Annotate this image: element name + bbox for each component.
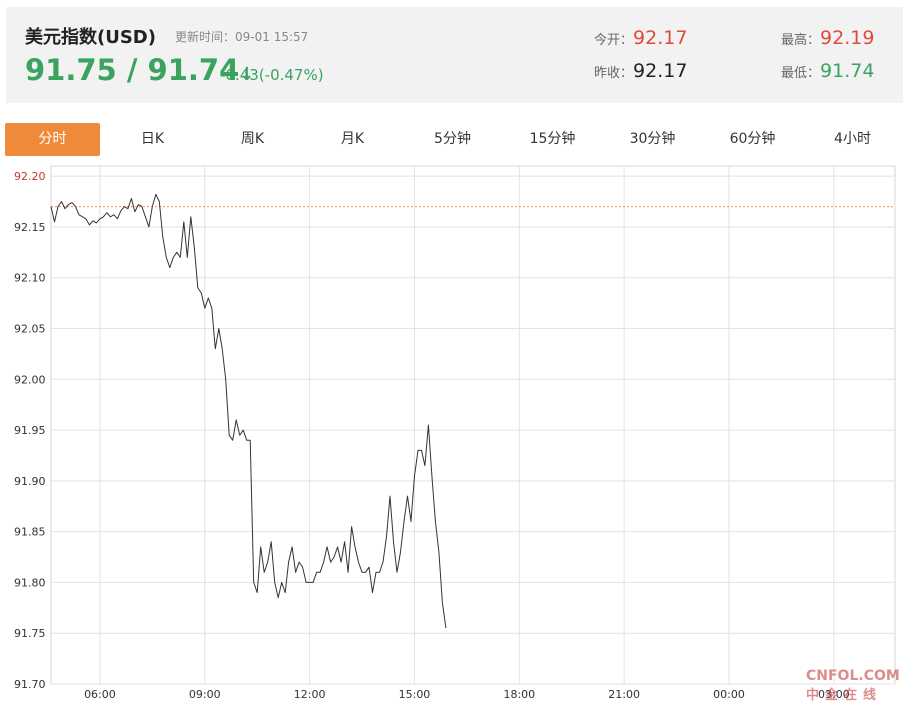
tab-intraday[interactable]: 分时 xyxy=(5,123,100,156)
cnfol-logo: CNFOL.COM 中金在线 xyxy=(806,668,900,703)
open-value: 92.17 xyxy=(633,27,688,49)
current-price: 91.75 / 91.74↓ xyxy=(25,53,254,87)
down-arrow-icon: ↓ xyxy=(239,64,255,85)
quote-header: 美元指数(USD) 更新时间：09-01 15:57 91.75 / 91.74… xyxy=(6,7,903,103)
update-time-value: 09-01 15:57 xyxy=(235,30,309,44)
x-tick-label: 21:00 xyxy=(608,688,640,701)
y-tick-label: 92.00 xyxy=(14,373,46,386)
x-tick-label: 03:00 xyxy=(818,688,850,701)
prev-close-value: 92.17 xyxy=(633,60,688,82)
y-tick-label: 91.95 xyxy=(14,424,46,437)
price-change: -0.43(-0.47%) xyxy=(220,66,324,84)
tab-60min[interactable]: 60分钟 xyxy=(729,131,776,147)
y-tick-label: 91.75 xyxy=(14,627,46,640)
high-label: 最高： xyxy=(781,33,821,48)
x-tick-label: 09:00 xyxy=(189,688,221,701)
tab-30min[interactable]: 30分钟 xyxy=(629,131,676,147)
intraday-line-chart: 92.20 92.15 92.10 92.05 92.00 91.95 91.90 91.85… xyxy=(14,165,896,701)
y-tick-label: 92.10 xyxy=(14,272,46,285)
watermark-brand: CNFOL.COM xyxy=(806,668,900,684)
low-label: 最低： xyxy=(781,66,821,81)
x-tick-label: 06:00 xyxy=(84,688,116,701)
open-stat: 今开：92.17 xyxy=(594,27,687,49)
price-value: 91.75 / 91.74 xyxy=(25,53,240,87)
low-stat: 最低：91.74 xyxy=(781,60,874,82)
open-label: 今开： xyxy=(594,33,634,48)
y-tick-label: 92.05 xyxy=(14,323,46,336)
tab-daily-k[interactable]: 日K xyxy=(140,131,165,147)
update-time-label: 更新时间： xyxy=(175,30,236,44)
y-tick-label: 92.15 xyxy=(14,221,46,234)
prev-close-label: 昨收： xyxy=(594,66,634,81)
x-tick-label: 15:00 xyxy=(399,688,431,701)
high-stat: 最高：92.19 xyxy=(781,27,874,49)
x-tick-label: 18:00 xyxy=(503,688,535,701)
x-tick-label: 12:00 xyxy=(294,688,326,701)
y-tick-label: 92.20 xyxy=(14,170,46,183)
update-time: 更新时间：09-01 15:57 xyxy=(175,28,308,45)
low-value: 91.74 xyxy=(820,60,875,82)
y-tick-label: 91.85 xyxy=(14,526,46,539)
instrument-title: 美元指数(USD) xyxy=(25,27,156,48)
period-tabs: 分时 日K 周K 月K 5分钟 15分钟 30分钟 60分钟 4小时 xyxy=(5,123,903,156)
prev-close-stat: 昨收：92.17 xyxy=(594,60,687,82)
tab-15min[interactable]: 15分钟 xyxy=(529,131,576,147)
y-tick-label: 91.80 xyxy=(14,576,46,589)
tab-5min[interactable]: 5分钟 xyxy=(434,131,471,147)
x-tick-label: 00:00 xyxy=(713,688,745,701)
price-series-line xyxy=(50,193,447,629)
tab-weekly-k[interactable]: 周K xyxy=(240,131,265,147)
y-tick-label: 91.90 xyxy=(14,475,46,488)
y-tick-label: 91.70 xyxy=(14,678,46,691)
tab-monthly-k[interactable]: 月K xyxy=(340,131,365,147)
plot-frame xyxy=(50,165,896,685)
tab-4hour[interactable]: 4小时 xyxy=(834,131,871,147)
watermark-sub: 中金在线 xyxy=(806,688,883,703)
high-value: 92.19 xyxy=(820,27,875,49)
